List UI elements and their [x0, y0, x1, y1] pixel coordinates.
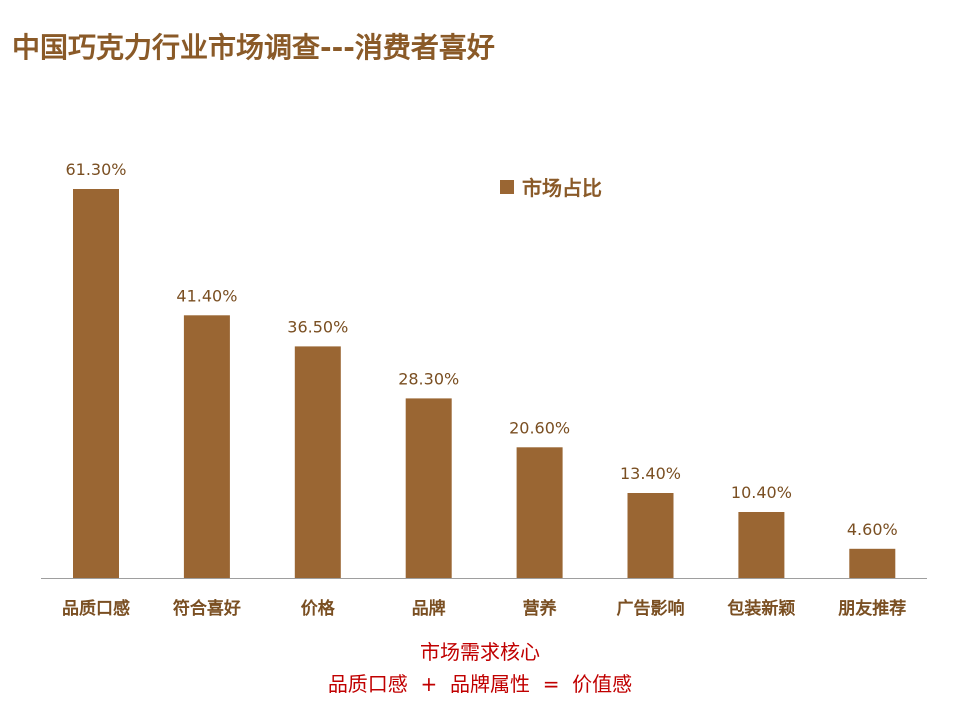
x-tick-label-5: 营养 [523, 598, 558, 619]
x-tick-label-1: 品质口感 [62, 598, 130, 619]
x-tick-label-4: 品牌 [412, 598, 446, 619]
caption-line-1: 市场需求核心 [420, 640, 540, 664]
x-tick-label-2: 符合喜好 [173, 598, 241, 619]
x-tick-label-3: 价格 [301, 598, 336, 619]
bar-7 [738, 512, 785, 578]
data-label-6: 13.40% [620, 464, 681, 483]
data-label-3: 36.50% [287, 317, 348, 336]
caption-line-2: 品质口感 + 品牌属性 = 价值感 [327, 672, 633, 696]
bar-1 [73, 189, 119, 578]
data-label-2: 41.40% [176, 286, 237, 305]
bar-2 [183, 315, 230, 578]
data-label-7: 10.40% [731, 483, 792, 502]
chart-legend: 市场占比 [500, 172, 602, 201]
bar-8 [849, 548, 896, 578]
data-label-5: 20.60% [509, 418, 570, 437]
x-tick-label-7: 包装新颖 [727, 598, 795, 619]
data-label-4: 28.30% [398, 369, 459, 388]
legend-label: 市场占比 [522, 176, 602, 200]
x-tick-label-6: 广告影响 [617, 598, 685, 619]
data-label-8: 4.60% [847, 520, 898, 539]
bar-4 [405, 398, 452, 578]
bar-3 [294, 346, 341, 578]
x-tick-label-8: 朋友推荐 [838, 598, 906, 619]
page-title: 中国巧克力行业市场调查---消费者喜好 [12, 31, 495, 64]
bar-5 [516, 447, 563, 578]
data-label-1: 61.30% [65, 160, 126, 179]
legend-swatch [500, 179, 514, 194]
bar-6 [627, 493, 674, 578]
